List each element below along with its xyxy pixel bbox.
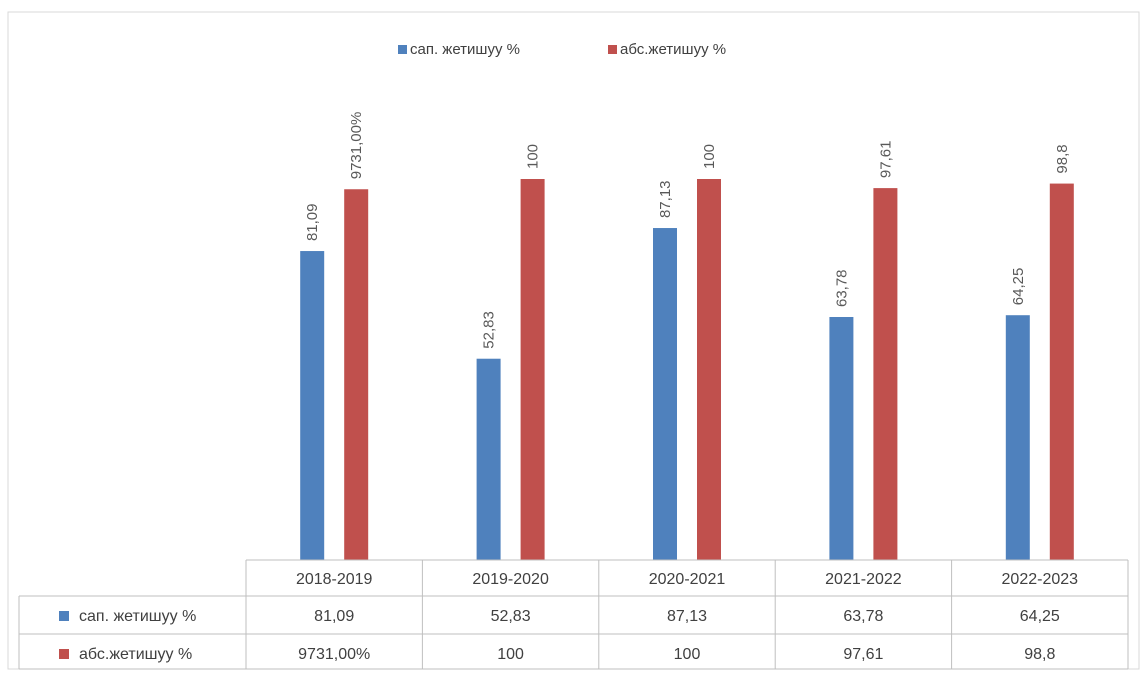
category-label: 2022-2023 xyxy=(1002,571,1079,588)
legend-swatch-1 xyxy=(398,45,407,54)
bar-series2-2020-2021 xyxy=(697,179,721,560)
data-label-series2-2020-2021: 100 xyxy=(701,144,718,169)
category-label: 2018-2019 xyxy=(296,571,373,588)
data-label-series1-2020-2021: 87,13 xyxy=(657,180,674,218)
table-legend-swatch-1 xyxy=(59,611,69,621)
bar-series1-2021-2022 xyxy=(829,316,854,560)
table-cell-series2-2018-2019: 9731,00% xyxy=(298,646,370,663)
bar-series2-2021-2022 xyxy=(873,188,898,560)
table-cell-series2-2021-2022: 97,61 xyxy=(843,646,883,663)
category-label: 2021-2022 xyxy=(825,571,902,588)
data-label-series1-2018-2019: 81,09 xyxy=(304,204,321,242)
legend: сап. жетишуу % абс.жетишуу % xyxy=(398,41,726,58)
data-label-series1-2021-2022: 63,78 xyxy=(833,269,850,307)
table-cell-series1-2022-2023: 64,25 xyxy=(1020,608,1060,625)
chart-border xyxy=(7,11,1140,670)
data-label-series2-2018-2019: 9731,00% xyxy=(348,112,365,180)
data-labels: 81,09 9731,00% 52,83 100 87,13 100 63,78 97,61 6… xyxy=(304,112,1071,349)
bars xyxy=(300,179,1074,560)
data-label-series2-2022-2023: 98,8 xyxy=(1054,144,1071,173)
table-cell-series2-2022-2023: 98,8 xyxy=(1024,646,1055,663)
table-cell-series1-2021-2022: 63,78 xyxy=(843,608,883,625)
bar-series1-2020-2021 xyxy=(653,228,677,560)
bar-series1-2019-2020 xyxy=(476,358,501,560)
bar-series2-2019-2020 xyxy=(520,179,545,560)
legend-label-1: сап. жетишуу % xyxy=(410,41,520,58)
bar-series2-2022-2023 xyxy=(1049,183,1074,560)
bar-series1-2022-2023 xyxy=(1005,315,1030,560)
legend-label-2: абс.жетишуу % xyxy=(620,41,726,58)
data-label-series2-2019-2020: 100 xyxy=(525,144,542,169)
table-series-name-2: абс.жетишуу % xyxy=(79,646,192,663)
data-label-series2-2021-2022: 97,61 xyxy=(877,141,894,179)
table-series-name-1: сап. жетишуу % xyxy=(79,608,196,625)
table-cell-series1-2020-2021: 87,13 xyxy=(667,608,707,625)
table-cell-series1-2018-2019: 81,09 xyxy=(314,608,354,625)
bar-series1-2018-2019 xyxy=(300,251,325,560)
category-label: 2020-2021 xyxy=(649,571,726,588)
data-label-series1-2019-2020: 52,83 xyxy=(481,311,498,349)
legend-swatch-2 xyxy=(608,45,617,54)
table-cell-series1-2019-2020: 52,83 xyxy=(491,608,531,625)
table-cell-series2-2019-2020: 100 xyxy=(497,646,524,663)
bar-series2-2018-2019 xyxy=(344,189,369,560)
table-legend-swatch-2 xyxy=(59,649,69,659)
table-cell-series2-2020-2021: 100 xyxy=(674,646,701,663)
data-label-series1-2022-2023: 64,25 xyxy=(1010,268,1027,306)
category-label: 2019-2020 xyxy=(472,571,549,588)
data-table: 2018-2019 2019-2020 2020-2021 2021-2022 2022… xyxy=(18,560,1129,670)
